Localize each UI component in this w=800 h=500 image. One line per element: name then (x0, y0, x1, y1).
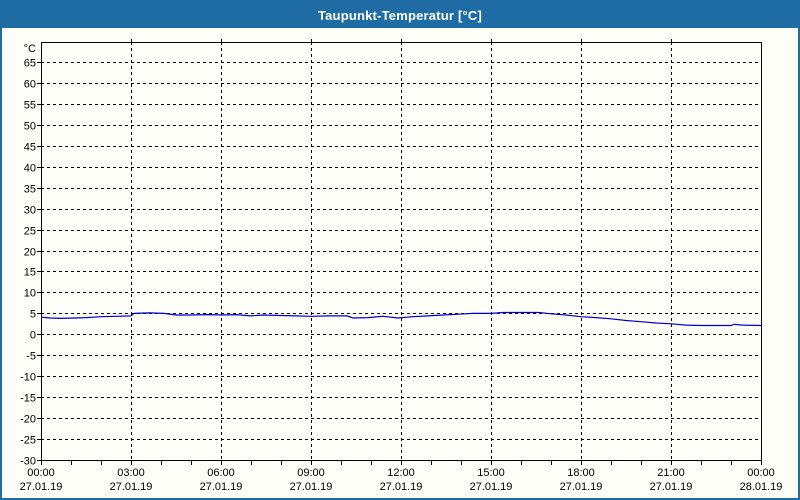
y-axis-tick-label: 15 (24, 267, 36, 279)
x-axis-time-label: 00:00 (747, 467, 775, 479)
y-axis-tick-label: -15 (20, 393, 36, 405)
x-axis-date-label: 27.01.19 (20, 481, 63, 493)
x-axis-date-label: 28.01.19 (740, 481, 783, 493)
x-axis-time-label: 21:00 (657, 467, 685, 479)
y-axis-tick-label: 60 (24, 79, 36, 91)
y-axis-tick-label: -20 (20, 414, 36, 426)
y-axis-tick-label: 25 (24, 226, 36, 238)
y-axis-tick-label: 55 (24, 100, 36, 112)
x-axis-time-label: 00:00 (27, 467, 55, 479)
x-axis-labels: 00:00 27.01.19 03:00 27.01.19 06:00 27.01.19 0… (20, 467, 783, 493)
y-axis-tick-label: 35 (24, 184, 36, 196)
x-axis-date-label: 27.01.19 (380, 481, 423, 493)
y-axis-tick-label: 65 (24, 58, 36, 70)
x-axis-date-label: 27.01.19 (560, 481, 603, 493)
y-grid: 65605550454035302520151050-5-10-15-20-25… (20, 58, 761, 468)
x-axis-date-label: 27.01.19 (200, 481, 243, 493)
y-axis-tick-label: 10 (24, 288, 36, 300)
y-axis-tick-label: 20 (24, 247, 36, 259)
y-axis-tick-label: 5 (30, 309, 36, 321)
y-axis-tick-label: -25 (20, 435, 36, 447)
x-axis-time-label: 03:00 (117, 467, 145, 479)
x-grid (41, 39, 762, 465)
y-axis-tick-label: 0 (30, 330, 36, 342)
y-axis-tick-label: 50 (24, 121, 36, 133)
plot-border (41, 42, 762, 461)
x-axis-time-label: 09:00 (297, 467, 325, 479)
x-axis-time-label: 18:00 (567, 467, 595, 479)
y-axis-tick-label: 30 (24, 205, 36, 217)
y-axis-tick-label: -10 (20, 372, 36, 384)
y-axis-tick-label: -30 (20, 456, 36, 468)
window-titlebar: Taupunkt-Temperatur [°C] (2, 2, 798, 28)
x-axis-date-label: 27.01.19 (290, 481, 333, 493)
x-axis-time-label: 06:00 (207, 467, 235, 479)
x-axis-date-label: 27.01.19 (110, 481, 153, 493)
dewpoint-line-chart: 65605550454035302520151050-5-10-15-20-25… (20, 39, 783, 493)
chart-container: 65 60 55 50 45 40 35 30 25 20 15 10 5 0 -5 -10 -15 -20 -25… (2, 28, 798, 498)
series-line-taupunkt-temperatur (40, 311, 762, 327)
y-axis-unit-label: °C (24, 43, 36, 55)
x-axis-time-label: 12:00 (387, 467, 415, 479)
x-axis-date-label: 27.01.19 (650, 481, 693, 493)
y-axis-tick-label: -5 (26, 351, 36, 363)
x-axis-time-label: 15:00 (477, 467, 505, 479)
window-title: Taupunkt-Temperatur [°C] (317, 7, 483, 23)
y-axis-tick-label: 45 (24, 142, 36, 154)
x-axis-date-label: 27.01.19 (470, 481, 513, 493)
y-axis-tick-label: 40 (24, 163, 36, 175)
